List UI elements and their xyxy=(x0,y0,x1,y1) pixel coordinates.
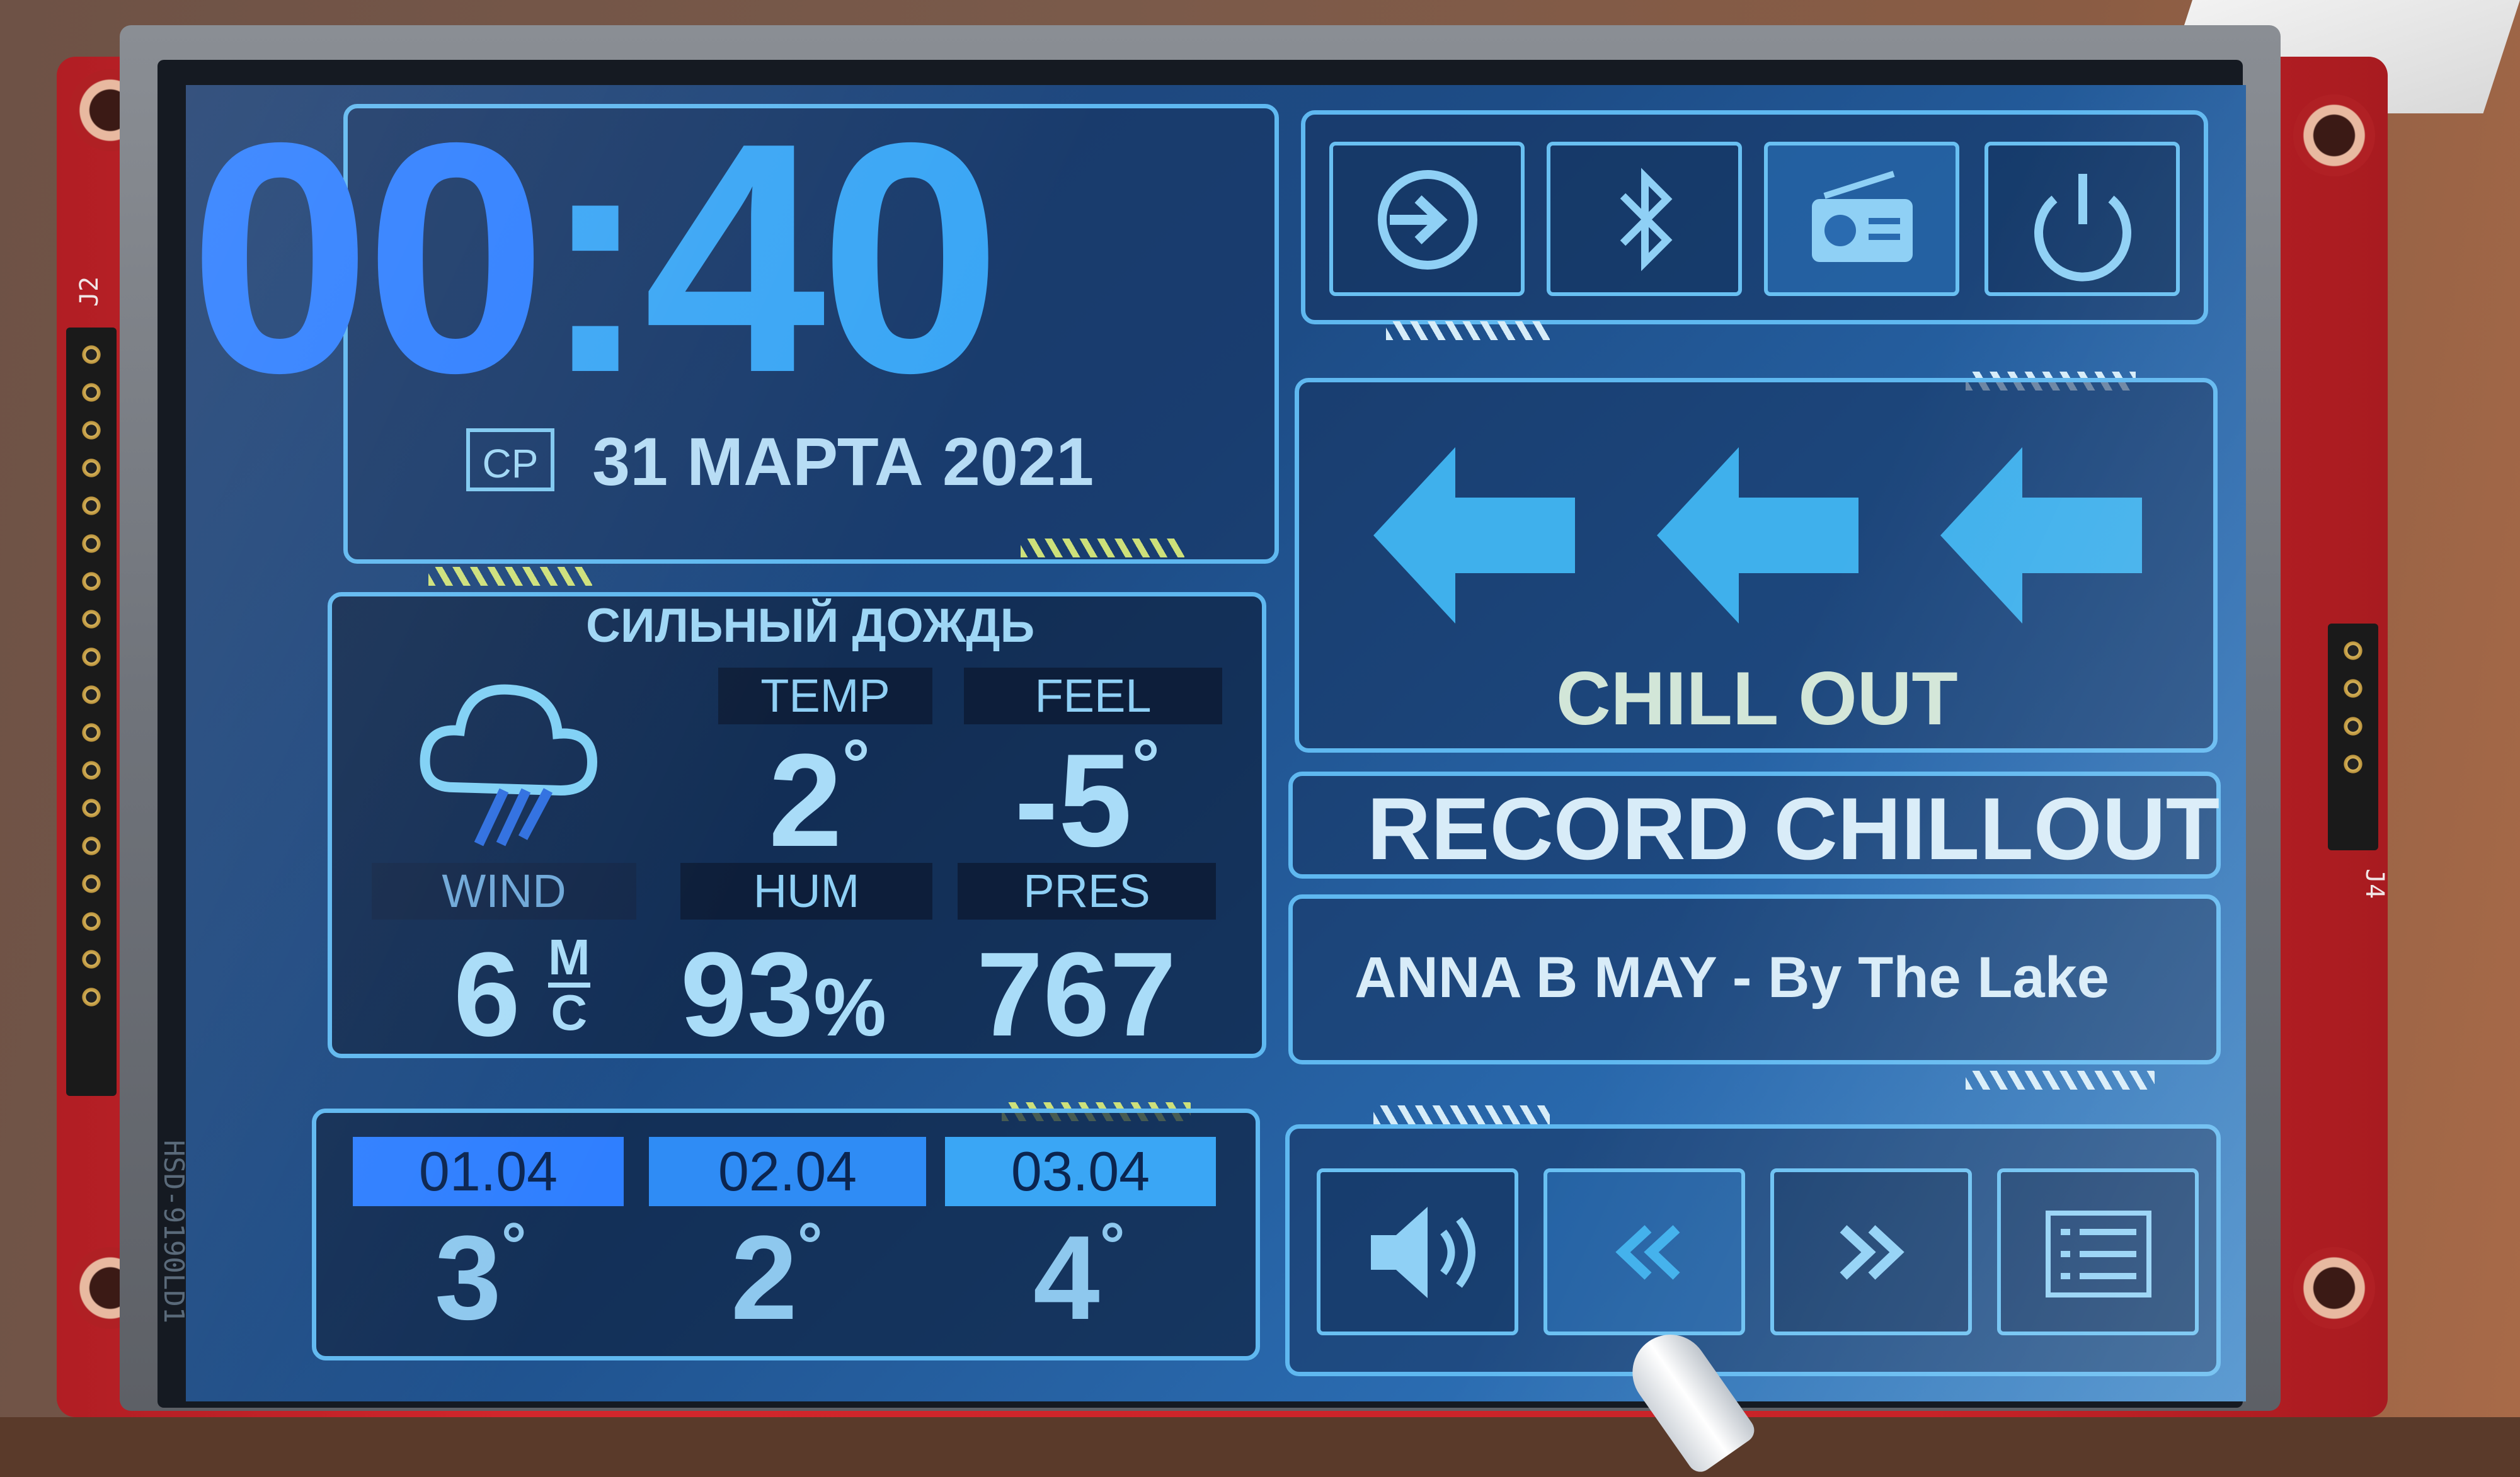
decor-stripes xyxy=(1386,321,1550,340)
forecast-temp-2: 2° xyxy=(731,1210,823,1345)
silkscreen-j2: J2 xyxy=(75,276,105,307)
fast-forward-button[interactable] xyxy=(1770,1168,1972,1335)
radio-button[interactable] xyxy=(1764,142,1959,296)
clock-hours: 00 xyxy=(189,75,547,441)
rewind-icon xyxy=(1615,1225,1680,1280)
date-text: 31 МАРТА 2021 xyxy=(592,423,1094,499)
station-name-panel xyxy=(1288,772,2221,879)
forecast-temp-3: 4° xyxy=(1033,1210,1125,1345)
power-icon xyxy=(2034,174,2131,282)
weather-condition: СИЛЬНЫЙ ДОЖДЬ xyxy=(586,599,1035,653)
input-button[interactable] xyxy=(1329,142,1525,296)
wind-value: 6 xyxy=(454,928,520,1061)
forecast-date-2: 02.04 xyxy=(649,1137,926,1206)
mounting-hole xyxy=(2293,1247,2375,1329)
input-icon xyxy=(1378,170,1477,270)
volume-button[interactable] xyxy=(1317,1168,1518,1335)
power-button[interactable] xyxy=(1984,142,2180,296)
wind-label: WIND xyxy=(372,863,636,920)
clock-display: 00:40 xyxy=(189,94,1002,422)
clock-minutes: 40 xyxy=(643,75,1002,441)
mounting-hole xyxy=(2293,94,2375,176)
rewind-button[interactable] xyxy=(1544,1168,1745,1335)
playlist-button[interactable] xyxy=(1997,1168,2199,1335)
decor-stripes xyxy=(1966,1071,2155,1090)
track-panel xyxy=(1288,894,2221,1064)
pin-header-right xyxy=(2328,624,2378,850)
feel-label: FEEL xyxy=(964,668,1222,724)
decor-stripes xyxy=(1021,539,1184,557)
forecast-date-3: 03.04 xyxy=(945,1137,1216,1206)
clock-separator: : xyxy=(541,75,650,441)
temp-value: 2° xyxy=(769,726,870,874)
forecast-date-1: 01.04 xyxy=(353,1137,624,1206)
bluetooth-icon xyxy=(1620,168,1673,271)
hum-label: HUM xyxy=(680,863,932,920)
weekday-badge: СР xyxy=(466,428,554,491)
station-genre: CHILL OUT xyxy=(1556,656,1958,741)
pres-value: 767 xyxy=(976,928,1177,1061)
hum-value: 93% xyxy=(680,928,886,1061)
decor-stripes xyxy=(428,567,592,586)
arrows-decoration xyxy=(1373,447,2142,624)
track-title: ANNA B MAY - By The Lake xyxy=(1354,945,2109,1010)
rain-cloud-icon xyxy=(420,684,598,847)
volume-icon xyxy=(1371,1207,1475,1298)
fast-forward-icon xyxy=(1840,1225,1904,1280)
playlist-icon xyxy=(2046,1211,2151,1297)
station-name: RECORD CHILLOUT xyxy=(1367,779,2220,878)
clock-panel xyxy=(343,104,1279,564)
pres-label: PRES xyxy=(958,863,1216,920)
silkscreen-j4: J4 xyxy=(2360,868,2390,899)
radio-icon xyxy=(1812,171,1913,262)
pin-header-left xyxy=(66,328,117,1096)
decor-stripes xyxy=(1373,1105,1550,1124)
temp-label: TEMP xyxy=(718,668,932,724)
forecast-temp-1: 3° xyxy=(435,1210,527,1345)
feel-value: -5° xyxy=(1014,726,1160,874)
silkscreen-model: HSD-9190LD1 xyxy=(158,1139,190,1324)
bluetooth-button[interactable] xyxy=(1547,142,1742,296)
